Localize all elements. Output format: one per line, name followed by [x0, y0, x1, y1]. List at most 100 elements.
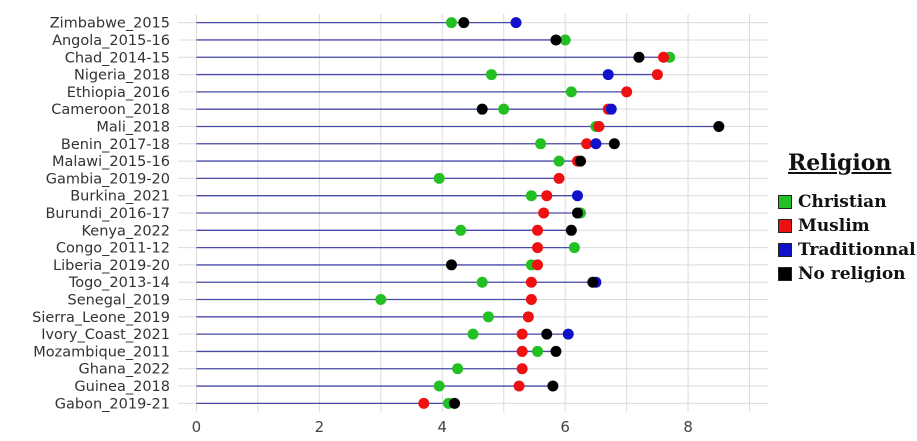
dot-muslim: [553, 172, 565, 184]
dot-christian: [553, 155, 565, 167]
dot-muslim: [581, 138, 593, 150]
dot-christian: [485, 69, 497, 81]
category-label: Ivory_Coast_2021: [41, 327, 170, 343]
dot-no-religion: [571, 207, 583, 219]
dot-traditionnal: [590, 138, 602, 150]
legend-title: Religion: [788, 150, 892, 176]
dot-no-religion: [541, 328, 553, 340]
category-label: Mozambique_2011: [33, 344, 170, 360]
category-label: Chad_2014-15: [65, 50, 170, 66]
category-label: Ghana_2022: [78, 362, 170, 378]
dot-traditionnal: [562, 328, 574, 340]
legend-swatch: [778, 267, 792, 281]
x-tick-label: 2: [315, 418, 325, 436]
legend-label: Christian: [798, 192, 887, 212]
dot-christian: [433, 172, 445, 184]
dot-no-religion: [608, 138, 620, 150]
dot-traditionnal: [571, 190, 583, 202]
dot-muslim: [532, 224, 544, 236]
dot-christian: [482, 311, 494, 323]
category-label: Kenya_2022: [81, 223, 170, 239]
category-label: Ethiopia_2016: [67, 85, 170, 101]
dot-christian: [565, 86, 577, 98]
category-label: Angola_2015-16: [52, 33, 170, 49]
category-label: Benin_2017-18: [61, 137, 170, 153]
dot-christian: [568, 242, 580, 254]
dot-muslim: [522, 311, 534, 323]
category-label: Senegal_2019: [67, 293, 170, 309]
dot-christian: [535, 138, 547, 150]
category-label: Zimbabwe_2015: [50, 16, 170, 32]
legend-item: No religion: [772, 262, 917, 286]
dot-no-religion: [476, 103, 488, 115]
dot-no-religion: [550, 345, 562, 357]
category-label: Malawi_2015-16: [52, 154, 170, 170]
dot-no-religion: [565, 224, 577, 236]
dot-muslim: [516, 345, 528, 357]
x-tick-label: 6: [560, 418, 570, 436]
dot-no-religion: [550, 34, 562, 46]
legend-label: Muslim: [798, 216, 870, 236]
category-label: Congo_2011-12: [56, 241, 170, 257]
category-label: Nigeria_2018: [74, 68, 170, 84]
dot-muslim: [538, 207, 550, 219]
dot-christian: [476, 276, 488, 288]
dot-muslim: [593, 120, 605, 132]
category-label: Togo_2013-14: [68, 275, 170, 291]
dot-christian: [455, 224, 467, 236]
dot-muslim: [532, 242, 544, 254]
legend-swatch: [778, 195, 792, 209]
dot-muslim: [541, 190, 553, 202]
dot-christian: [375, 294, 387, 306]
dot-christian: [467, 328, 479, 340]
legend: Religion Christian Muslim Traditionnal No r…: [772, 150, 917, 286]
x-tick-label: 8: [683, 418, 693, 436]
dot-traditionnal: [605, 103, 617, 115]
dot-christian: [559, 34, 571, 46]
x-tick-label: 0: [192, 418, 202, 436]
dot-christian: [498, 103, 510, 115]
legend-label: No religion: [798, 264, 906, 284]
dot-muslim: [658, 51, 670, 63]
category-label: Cameroon_2018: [51, 102, 170, 118]
dot-muslim: [516, 363, 528, 375]
legend-item: Traditionnal: [772, 238, 917, 262]
dot-christian: [433, 380, 445, 392]
legend-label: Traditionnal: [798, 240, 916, 260]
dot-muslim: [532, 259, 544, 271]
dot-muslim: [516, 328, 528, 340]
category-label: Gambia_2019-20: [46, 171, 170, 187]
x-tick-label: 4: [437, 418, 447, 436]
legend-items: Christian Muslim Traditionnal No religion: [772, 190, 917, 286]
dot-christian: [452, 363, 464, 375]
dot-muslim: [418, 397, 430, 409]
dot-muslim: [513, 380, 525, 392]
category-label: Mali_2018: [96, 119, 170, 135]
dot-no-religion: [633, 51, 645, 63]
legend-item: Muslim: [772, 214, 917, 238]
dot-muslim: [621, 86, 633, 98]
category-label: Liberia_2019-20: [53, 258, 170, 274]
dot-no-religion: [547, 380, 559, 392]
dot-no-religion: [587, 276, 599, 288]
dot-no-religion: [575, 155, 587, 167]
category-label: Burundi_2016-17: [45, 206, 170, 222]
legend-swatch: [778, 243, 792, 257]
dot-christian: [525, 190, 537, 202]
category-label: Burkina_2021: [70, 189, 170, 205]
dot-muslim: [525, 294, 537, 306]
dot-traditionnal: [510, 17, 522, 29]
dot-christian: [445, 17, 457, 29]
legend-swatch: [778, 219, 792, 233]
dot-traditionnal: [602, 69, 614, 81]
category-label: Gabon_2019-21: [55, 396, 170, 412]
dot-muslim: [651, 69, 663, 81]
dot-no-religion: [449, 397, 461, 409]
category-label: Guinea_2018: [74, 379, 170, 395]
dot-no-religion: [458, 17, 470, 29]
dot-christian: [532, 345, 544, 357]
legend-item: Christian: [772, 190, 917, 214]
dot-muslim: [525, 276, 537, 288]
